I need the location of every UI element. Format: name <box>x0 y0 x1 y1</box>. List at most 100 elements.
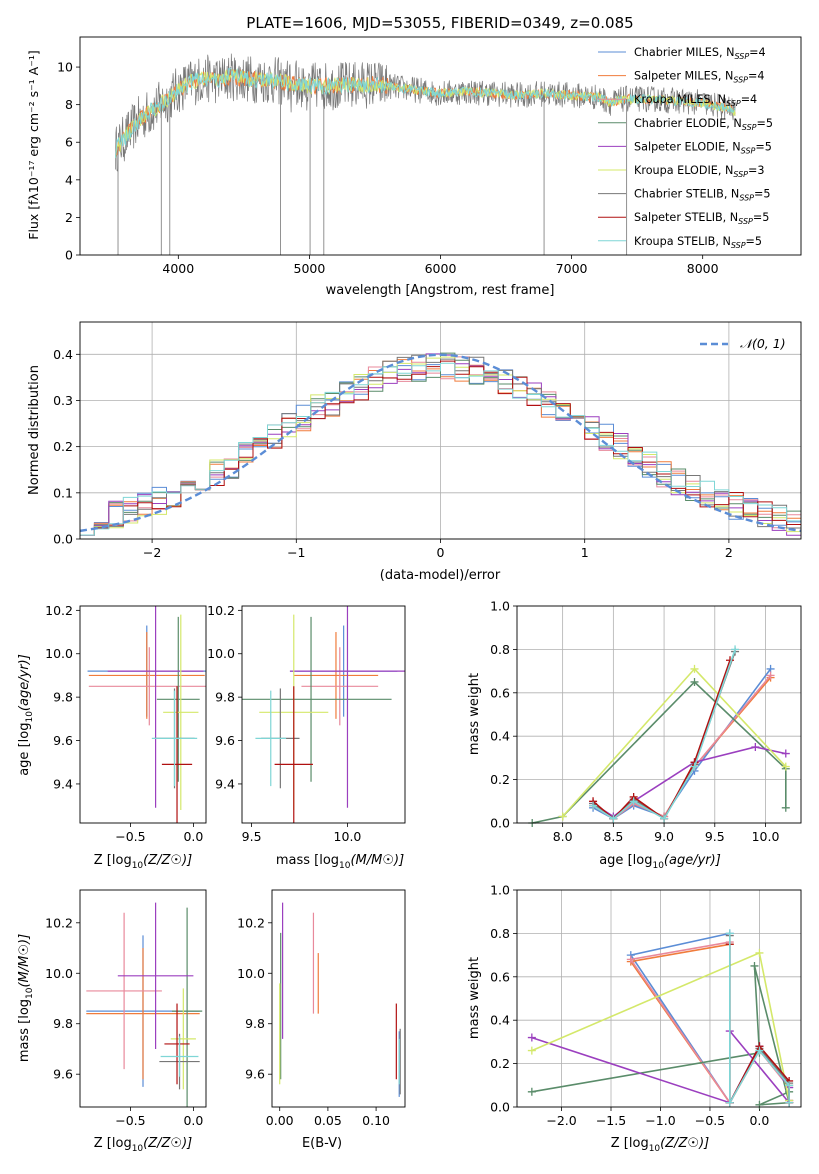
age-vs-mass-xlabel: mass [log10(M/M☉)] <box>276 853 404 871</box>
error-bars <box>242 606 405 823</box>
mass-vs-ebv-xlabel: E(B-V) <box>302 1136 342 1151</box>
weight-marker <box>527 1046 536 1055</box>
x-tick-label: −1.5 <box>596 1113 626 1128</box>
error-bars <box>86 902 203 1107</box>
y-tick-label: 8 <box>65 97 73 112</box>
age-vs-mass-plot: 9.5 10.0 9.4 9.6 9.8 10.0 10.2 <box>207 603 406 844</box>
y-tick-label: 0.2 <box>53 439 73 454</box>
weight-marker <box>781 803 790 812</box>
spectrum-xlabel: wavelength [Angstrom, rest frame] <box>326 283 555 298</box>
weight-marker <box>766 671 775 680</box>
spectrum-ylabel: Flux [fλ10⁻¹⁷ erg cm⁻² s⁻¹ A⁻¹] <box>26 50 41 239</box>
x-tick-label: −1.0 <box>645 1113 675 1128</box>
y-tick-label: 10.2 <box>237 915 265 930</box>
axes-frame <box>79 889 207 1108</box>
x-tick-label: 8.5 <box>603 829 623 844</box>
y-tick-label: 0.2 <box>490 1056 510 1071</box>
weight-line <box>531 965 791 1106</box>
weight-marker <box>690 664 699 673</box>
legend-label: Kroupa STELIB, NSSP=5 <box>634 235 762 250</box>
y-tick-label: 0.3 <box>53 393 73 408</box>
age-vs-z-ylabel: age [log10(age/yr)] <box>17 654 35 776</box>
mass-vs-z-xlabel: Z [log10(Z/Z☉)] <box>94 1136 192 1154</box>
y-tick-label: 4 <box>65 172 73 187</box>
weight-marker <box>626 955 635 964</box>
age-vs-z-plot: −0.5 0.0 9.4 9.6 9.8 10.0 10.2 <box>45 603 207 844</box>
weight-marker <box>785 1098 794 1107</box>
y-tick-label: 0.2 <box>490 772 510 787</box>
massweight-vs-z-ylabel: mass weight <box>467 957 482 1039</box>
residuals-xlabel: (data-model)/error <box>380 568 501 583</box>
weight-marker <box>725 929 734 938</box>
x-tick-label: 9.5 <box>705 829 725 844</box>
histogram-step <box>80 362 801 536</box>
y-tick-label: 10.0 <box>45 646 73 661</box>
x-tick-label: 1 <box>581 545 589 560</box>
legend-label: Chabrier STELIB, NSSP=5 <box>634 188 771 203</box>
legend-label: Salpeter ELODIE, NSSP=5 <box>634 140 772 155</box>
y-tick-label: 9.8 <box>53 690 73 705</box>
weight-marker <box>609 814 618 823</box>
mass-vs-ebv-plot: 0.00 0.05 0.10 9.6 9.8 10.0 10.2 <box>237 889 406 1128</box>
legend-label: Kroupa MILES, NSSP=4 <box>634 93 757 108</box>
legend-label: Chabrier MILES, NSSP=4 <box>634 46 766 61</box>
x-tick-label: 6000 <box>425 261 457 276</box>
legend-label: 𝒩(0, 1) <box>740 336 786 351</box>
x-tick-label: 9.5 <box>242 829 262 844</box>
legend-label: Salpeter MILES, NSSP=4 <box>634 70 765 85</box>
y-tick-label: 0.8 <box>490 642 510 657</box>
y-tick-label: 9.6 <box>215 733 235 748</box>
x-tick-label: 10.0 <box>752 829 780 844</box>
y-tick-label: 6 <box>65 135 73 150</box>
y-tick-label: 0.6 <box>490 685 510 700</box>
x-tick-label: 10.0 <box>334 829 362 844</box>
axes-frame <box>79 36 802 256</box>
legend-label: Salpeter STELIB, NSSP=5 <box>634 211 769 226</box>
x-tick-label: 0.05 <box>314 1113 342 1128</box>
y-tick-label: 0.6 <box>490 969 510 984</box>
y-tick-label: 10.0 <box>45 966 73 981</box>
residuals-plot: −2 −1 0 1 2 0.0 0.1 0.2 0.3 0.4 𝒩(0, 1) <box>53 321 802 560</box>
y-tick-label: 9.4 <box>215 776 235 791</box>
mass-vs-z-plot: −0.5 0.0 9.6 9.8 10.0 10.2 <box>45 889 207 1128</box>
y-tick-label: 9.6 <box>53 733 73 748</box>
legend-label: Kroupa ELODIE, NSSP=3 <box>634 164 765 179</box>
y-tick-label: 1.0 <box>490 599 510 614</box>
x-tick-label: 0 <box>437 545 445 560</box>
massweight-vs-age-ylabel: mass weight <box>467 673 482 755</box>
weight-marker <box>755 948 764 957</box>
y-tick-label: 9.8 <box>53 1016 73 1031</box>
weight-marker <box>527 1087 536 1096</box>
y-tick-label: 0.0 <box>490 816 510 831</box>
legend-label: Chabrier ELODIE, NSSP=5 <box>634 117 773 132</box>
x-tick-label: 7000 <box>556 261 588 276</box>
weight-marker <box>660 814 669 823</box>
weight-line <box>592 649 736 820</box>
x-tick-label: 8000 <box>687 261 719 276</box>
axes-frame <box>516 889 802 1108</box>
age-vs-z-xlabel: Z [log10(Z/Z☉)] <box>94 853 192 871</box>
massweight-vs-z-xlabel: Z [log10(Z/Z☉)] <box>611 1136 709 1154</box>
histograms <box>80 352 801 536</box>
x-tick-label: −1 <box>287 545 305 560</box>
error-bars <box>87 606 206 823</box>
y-tick-label: 0.4 <box>490 1013 510 1028</box>
weight-marker <box>589 801 598 810</box>
x-tick-label: −0.5 <box>695 1113 725 1128</box>
x-tick-label: −2.0 <box>546 1113 576 1128</box>
x-tick-label: −0.5 <box>115 829 145 844</box>
massweight-vs-age-plot: 8.0 8.5 9.0 9.5 10.0 0.0 0.2 0.4 0.6 0.8 1.0 <box>490 599 802 844</box>
x-tick-label: 0.00 <box>266 1113 294 1128</box>
weight-marker <box>731 645 740 654</box>
normal-curve <box>80 353 801 533</box>
y-tick-label: 9.8 <box>245 1016 265 1031</box>
y-tick-label: 9.4 <box>53 776 73 791</box>
weight-marker <box>750 961 759 970</box>
y-tick-label: 0.0 <box>490 1100 510 1115</box>
weight-marker <box>755 1100 764 1109</box>
y-tick-label: 0.0 <box>53 532 73 547</box>
y-tick-label: 9.6 <box>53 1067 73 1082</box>
spectrum-model-line <box>114 67 736 159</box>
residuals-ylabel: Normed distribution <box>27 365 42 495</box>
y-tick-label: 10.2 <box>45 915 73 930</box>
